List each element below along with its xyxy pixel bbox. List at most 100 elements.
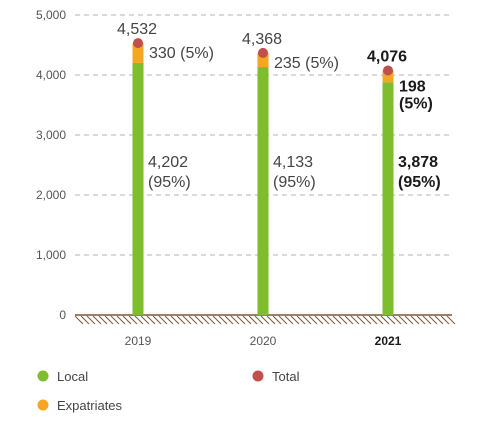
bar-group-2021: 4,076 198(5%) 3,878 (95%) — [367, 48, 441, 315]
bar-group-2019: 4,532 330 (5%) 4,202 (95%) — [117, 21, 214, 315]
y-axis-ticks: 0 1,000 2,000 3,000 4,000 5,000 — [36, 8, 66, 322]
expatriates-label: 198 — [399, 78, 426, 95]
hatch-stroke — [440, 315, 450, 325]
hatch-stroke — [326, 315, 336, 325]
hatch-stroke — [386, 315, 396, 325]
legend-label: Total — [272, 369, 300, 384]
bar-expatriates — [132, 43, 144, 63]
hatch-stroke — [224, 315, 234, 325]
hatch-stroke — [332, 315, 342, 325]
hatch-stroke — [254, 315, 264, 325]
y-tick-label: 0 — [59, 308, 66, 322]
bar-local — [257, 67, 269, 316]
hatch-stroke — [74, 315, 84, 325]
local-pct-label: (95%) — [273, 174, 316, 191]
total-label: 4,532 — [117, 21, 157, 38]
expatriates-pct-label: (5%) — [399, 95, 433, 112]
hatch-stroke — [140, 315, 150, 325]
hatch-stroke — [338, 315, 348, 325]
expatriates-label: 235 (5%) — [274, 55, 339, 72]
hatch-stroke — [290, 315, 300, 325]
y-tick-label: 3,000 — [36, 128, 66, 142]
hatch-stroke — [320, 315, 330, 325]
legend-label: Local — [57, 369, 88, 384]
hatch-stroke — [296, 315, 306, 325]
total-marker — [383, 65, 393, 76]
local-value-label: 4,202 — [148, 154, 188, 171]
bar-local — [382, 82, 394, 315]
local-pct-label: (95%) — [148, 174, 191, 191]
ground-hatch — [74, 314, 456, 325]
hatch-stroke — [236, 315, 246, 325]
hatch-stroke — [182, 315, 192, 325]
hatch-stroke — [350, 315, 360, 325]
hatch-stroke — [128, 315, 138, 325]
x-tick-label: 2020 — [250, 334, 277, 348]
hatch-stroke — [398, 315, 408, 325]
hatch-stroke — [410, 315, 420, 325]
hatch-stroke — [422, 315, 432, 325]
bar-expatriates — [382, 70, 394, 83]
hatch-stroke — [278, 315, 288, 325]
hatch-stroke — [230, 315, 240, 325]
hatch-stroke — [428, 315, 438, 325]
x-axis-ticks: 2019 2020 2021 — [125, 334, 402, 348]
y-tick-label: 4,000 — [36, 68, 66, 82]
hatch-stroke — [446, 315, 456, 325]
expatriates-label: 330 (5%) — [149, 45, 214, 62]
hatch-stroke — [110, 315, 120, 325]
hatch-stroke — [176, 315, 186, 325]
hatch-stroke — [266, 315, 276, 325]
legend-item-total: Total — [252, 369, 300, 384]
hatch-stroke — [80, 315, 90, 325]
hatch-stroke — [404, 315, 414, 325]
hatch-stroke — [362, 315, 372, 325]
hatch-stroke — [284, 315, 294, 325]
legend-marker — [37, 370, 49, 382]
hatch-stroke — [116, 315, 126, 325]
hatch-stroke — [152, 315, 162, 325]
total-marker — [133, 38, 143, 49]
y-tick-label: 2,000 — [36, 188, 66, 202]
hatch-stroke — [170, 315, 180, 325]
hatch-stroke — [194, 315, 204, 325]
bar-expatriates — [257, 52, 269, 68]
hatch-stroke — [98, 315, 108, 325]
local-value-label: 3,878 — [398, 154, 438, 171]
hatch-stroke — [356, 315, 366, 325]
hatch-stroke — [122, 315, 132, 325]
hatch-stroke — [260, 315, 270, 325]
bar-group-2020: 4,368 235 (5%) 4,133 (95%) — [242, 31, 339, 316]
hatch-stroke — [374, 315, 384, 325]
hatch-stroke — [134, 315, 144, 325]
local-pct-label: (95%) — [398, 174, 441, 191]
hatch-stroke — [92, 315, 102, 325]
hatch-stroke — [104, 315, 114, 325]
hatch-stroke — [218, 315, 228, 325]
bar-local — [132, 62, 144, 315]
hatch-stroke — [86, 315, 96, 325]
local-value-label: 4,133 — [273, 154, 313, 171]
hatch-stroke — [158, 315, 168, 325]
total-marker — [258, 47, 268, 58]
total-label: 4,076 — [367, 48, 407, 65]
hatch-stroke — [212, 315, 222, 325]
hatch-stroke — [344, 315, 354, 325]
bars: 4,532 330 (5%) 4,202 (95%) 4,368 235 (5%) 4,13… — [117, 21, 441, 316]
hatch-stroke — [314, 315, 324, 325]
total-label: 4,368 — [242, 31, 282, 48]
y-tick-label: 1,000 — [36, 248, 66, 262]
legend-item-expatriates: Expatriates — [37, 398, 123, 413]
hatch-stroke — [272, 315, 282, 325]
legend-marker — [37, 399, 49, 411]
hatch-stroke — [308, 315, 318, 325]
legend-marker — [252, 370, 264, 382]
legend-label: Expatriates — [57, 398, 123, 413]
hatch-stroke — [188, 315, 198, 325]
hatch-stroke — [302, 315, 312, 325]
y-tick-label: 5,000 — [36, 8, 66, 22]
legend: Local Total Expatriates — [37, 369, 300, 413]
hatch-stroke — [242, 315, 252, 325]
hatch-stroke — [392, 315, 402, 325]
